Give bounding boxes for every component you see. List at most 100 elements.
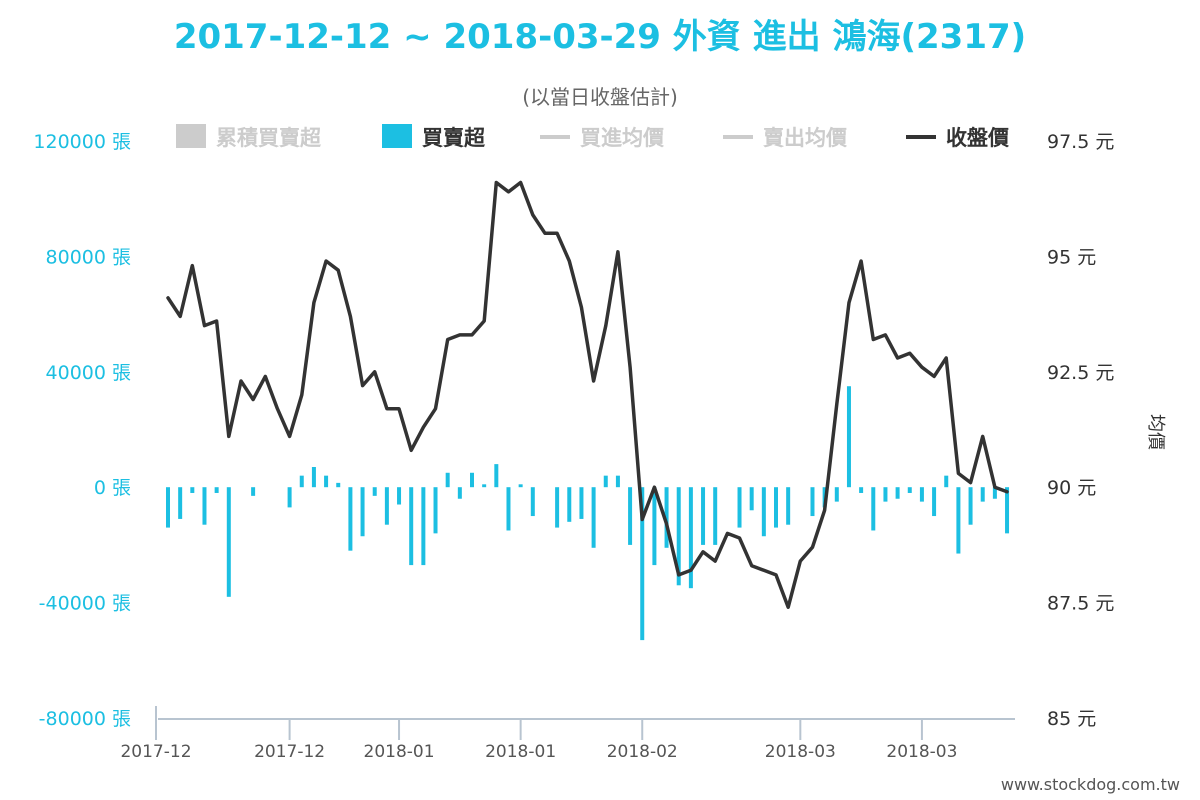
left-axis-tick-label: -80000 張 <box>39 708 131 730</box>
net-buy-sell-bar <box>603 475 608 488</box>
legend-item-label: 賣出均價 <box>763 126 848 150</box>
net-buy-sell-bar <box>810 487 815 517</box>
net-buy-sell-bar <box>932 487 937 517</box>
net-buy-sell-bar <box>336 482 341 488</box>
legend-swatch <box>382 124 412 148</box>
net-buy-sell-bar <box>1005 487 1010 534</box>
right-axis-tick-label: 87.5 元 <box>1047 593 1114 615</box>
right-axis-tick-label: 92.5 元 <box>1047 362 1114 384</box>
right-axis-tick-label: 85 元 <box>1047 708 1096 730</box>
legend-item-label: 收盤價 <box>946 126 1010 150</box>
net-buy-sell-bar <box>701 487 706 545</box>
net-buy-sell-bar <box>384 487 389 525</box>
net-buy-sell-bar <box>591 487 596 548</box>
net-buy-sell-bar <box>397 487 402 505</box>
net-buy-sell-bar <box>749 487 754 511</box>
net-buy-sell-bar <box>202 487 207 525</box>
net-buy-sell-bar <box>968 487 973 525</box>
net-buy-sell-bar <box>567 487 572 522</box>
net-buy-sell-bar <box>360 487 365 537</box>
net-buy-sell-bar <box>774 487 778 528</box>
net-buy-sell-bar <box>676 487 681 586</box>
net-buy-sell-bar <box>640 487 645 641</box>
net-buy-sell-bar <box>226 487 231 597</box>
net-buy-sell-bar <box>457 487 462 499</box>
net-buy-sell-bar <box>178 487 183 519</box>
net-buy-sell-bar <box>445 472 450 488</box>
net-buy-sell-bar <box>713 487 718 545</box>
net-buy-sell-bar <box>615 475 620 488</box>
net-buy-sell-bar <box>311 467 316 488</box>
net-buy-sell-bar <box>251 487 256 496</box>
net-buy-sell-bar <box>628 487 633 545</box>
left-axis-tick-label: -40000 張 <box>39 593 131 615</box>
x-axis-tick-label: 2017-12 <box>120 742 191 762</box>
net-buy-sell-bar <box>871 487 876 531</box>
left-axis-tick-label: 40000 張 <box>46 362 131 384</box>
net-buy-sell-bar <box>919 487 924 502</box>
net-buy-sell-bar <box>652 487 657 566</box>
net-buy-sell-bar <box>372 487 377 496</box>
net-buy-sell-bar <box>324 475 329 488</box>
x-axis-tick-label: 2018-01 <box>364 742 435 762</box>
legend-item-label: 累積買賣超 <box>216 126 322 150</box>
x-axis-tick-label: 2018-01 <box>485 742 556 762</box>
left-axis-tick-label: 80000 張 <box>46 246 131 268</box>
net-buy-sell-bar <box>859 487 864 493</box>
net-buy-sell-bar <box>166 487 170 528</box>
left-axis: -80000 張 -40000 張 0 張 40000 張 80000 張 120000 … <box>33 131 131 730</box>
right-axis-tick-label: 97.5 元 <box>1047 131 1114 153</box>
net-buy-sell-bar <box>664 487 669 548</box>
net-buy-sell-bar <box>287 487 292 508</box>
right-axis: 85 元 87.5 元 90 元 92.5 元 95 元 97.5 元 <box>1047 131 1114 730</box>
left-axis-tick-label: 0 張 <box>94 477 131 499</box>
net-buy-sell-bar <box>433 487 438 534</box>
net-buy-sell-bar <box>470 472 474 488</box>
x-axis-tick-label: 2018-02 <box>607 742 678 762</box>
x-axis-tick-label: 2018-03 <box>886 742 957 762</box>
net-buy-sell-bar <box>299 475 304 488</box>
x-axis-tick-label: 2017-12 <box>254 742 325 762</box>
close-price-line <box>166 180 1009 609</box>
watermark: www.stockdog.com.tw <box>1001 775 1180 794</box>
net-buy-sell-bar <box>579 487 584 519</box>
net-buy-sell-bar <box>530 487 535 517</box>
net-buy-sell-bar <box>786 487 791 525</box>
net-buy-sell-bar <box>992 487 997 499</box>
right-axis-title: 均價 <box>1145 414 1166 450</box>
chart-title: 2017-12-12 ~ 2018-03-29 外資 進出 鴻海(2317) <box>174 17 1026 57</box>
net-buy-sell-bar <box>555 487 560 528</box>
legend-swatch <box>176 124 206 148</box>
net-buy-sell-bar <box>482 484 487 488</box>
net-buy-sell-bar <box>506 487 511 531</box>
net-buy-sell-bar <box>907 487 912 493</box>
x-axis: 2017-12 2017-12 2018-01 2018-01 2018-02 2018-… <box>120 706 1015 762</box>
legend-item-label: 買賣超 <box>422 126 486 150</box>
net-buy-sell-bar <box>348 487 353 551</box>
chart-subtitle: (以當日收盤估計) <box>522 85 678 109</box>
right-axis-tick-label: 90 元 <box>1047 477 1096 499</box>
net-buy-sell-bar <box>980 487 985 502</box>
net-buy-sell-bar <box>688 487 693 589</box>
net-buy-sell-bar <box>761 487 766 537</box>
left-axis-tick-label: 120000 張 <box>33 131 131 153</box>
net-buy-sell-bar <box>956 487 961 554</box>
right-axis-tick-label: 95 元 <box>1047 246 1096 268</box>
x-axis-tick-label: 2018-03 <box>765 742 836 762</box>
net-buy-sell-bar <box>834 487 839 502</box>
net-buy-sell-bar <box>494 464 499 488</box>
net-buy-sell-bar <box>421 487 426 566</box>
net-buy-sell-bar <box>883 487 888 502</box>
net-buy-sell-bar <box>518 484 523 488</box>
net-buy-sell-bar <box>895 487 900 499</box>
net-buy-sell-bar <box>409 487 414 566</box>
line-series-close-price <box>166 180 1009 609</box>
net-buy-sell-bar <box>846 386 851 488</box>
net-buy-sell-bar <box>214 487 219 493</box>
legend-item-label: 買進均價 <box>580 126 665 150</box>
net-buy-sell-bar <box>944 475 949 488</box>
legend: 累積買賣超 買賣超 買進均價 賣出均價 收盤價 <box>176 124 1010 150</box>
net-buy-sell-bar <box>190 487 195 493</box>
net-buy-sell-bar <box>737 487 742 528</box>
